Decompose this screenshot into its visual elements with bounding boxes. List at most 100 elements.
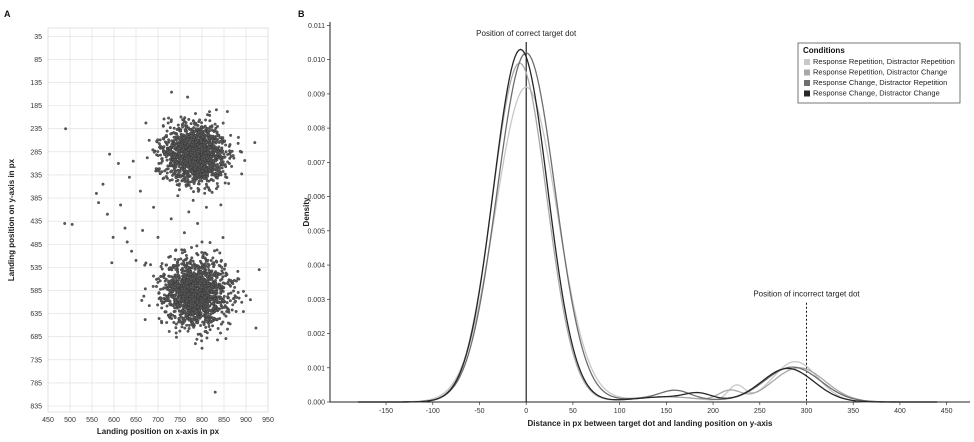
scatter-point [219,288,223,292]
scatter-point [185,323,189,327]
scatter-point [206,262,210,266]
scatter-point [175,261,179,265]
density-x-axis-label: Distance in px between target dot and la… [528,419,773,428]
scatter-x-tick-label: 550 [86,417,98,424]
scatter-point [188,306,192,309]
scatter-point [163,135,167,139]
scatter-point [202,133,206,137]
scatter-point [186,182,190,185]
scatter-point [172,131,176,135]
scatter-point [169,294,173,298]
scatter-point [164,152,168,156]
scatter-point [158,138,162,142]
scatter-point [211,138,215,142]
scatter-point [218,139,222,143]
scatter-point [178,309,181,313]
scatter-point [217,263,221,267]
scatter-point [221,156,225,160]
scatter-point [214,146,218,150]
scatter-point [218,282,222,286]
scatter-point [191,177,195,181]
scatter-point [200,240,204,244]
scatter-point [70,222,74,226]
scatter-point [171,284,175,288]
scatter-point [188,279,192,283]
scatter-point [192,315,196,319]
scatter-point [182,231,186,235]
scatter-point [218,157,222,160]
scatter-point [190,135,194,139]
scatter-point [162,150,166,154]
scatter-point [219,322,223,326]
scatter-point [201,320,205,324]
scatter-point [110,261,114,265]
scatter-point [205,253,209,256]
density-y-tick-label: 0.008 [307,126,325,133]
scatter-point [196,189,200,193]
scatter-point [145,156,149,160]
scatter-point [189,166,193,170]
scatter-point [157,317,161,320]
scatter-point [219,331,222,335]
scatter-point [212,159,215,163]
scatter-point [216,162,219,166]
scatter-point [209,295,213,299]
scatter-point [226,327,229,331]
scatter-point [170,90,173,94]
scatter-point [170,317,174,321]
scatter-point [201,266,205,270]
density-y-tick-label: 0.009 [307,91,325,98]
scatter-point [182,261,186,265]
scatter-point [230,308,234,312]
scatter-point [241,310,245,314]
scatter-point [199,324,203,327]
scatter-point [176,303,180,307]
scatter-point [191,282,195,286]
scatter-point [173,294,177,298]
scatter-point [203,291,207,295]
scatter-point [177,158,181,162]
scatter-point [212,145,216,149]
scatter-point [218,171,222,175]
scatter-point [176,175,180,178]
density-x-tick-label: -50 [474,408,484,415]
scatter-point [205,179,209,183]
scatter-point [172,302,176,306]
scatter-point [230,164,234,168]
scatter-point [181,147,185,151]
scatter-point [206,258,210,262]
scatter-point [198,118,202,122]
scatter-point [210,290,213,294]
scatter-point [165,167,169,171]
scatter-point [161,136,165,140]
scatter-point [193,281,197,284]
scatter-point [183,310,187,314]
scatter-point [182,164,186,167]
scatter-point [169,292,173,296]
scatter-point [168,146,172,150]
scatter-point [190,129,194,133]
scatter-point [200,274,204,277]
density-x-tick-label: 200 [707,408,719,415]
scatter-point [211,301,215,305]
scatter-point [188,146,192,150]
scatter-point [217,152,221,156]
scatter-point [223,139,227,143]
scatter-point [209,271,213,275]
scatter-point [224,165,228,169]
scatter-point [199,285,203,289]
scatter-y-tick-label: 235 [30,126,42,133]
scatter-point [204,141,208,145]
scatter-point [213,281,217,285]
scatter-point [197,277,201,281]
scatter-point [215,182,219,185]
scatter-point [193,150,197,154]
scatter-point [208,119,212,123]
scatter-point [192,120,196,123]
scatter-point [111,235,115,239]
scatter-point [181,297,185,301]
legend-swatch [804,69,810,76]
scatter-point [204,264,208,268]
scatter-point [216,308,220,311]
density-y-ticks: 0.000 0.001 0.002 0.003 0.004 0.005 0.006 0.007… [307,23,330,407]
